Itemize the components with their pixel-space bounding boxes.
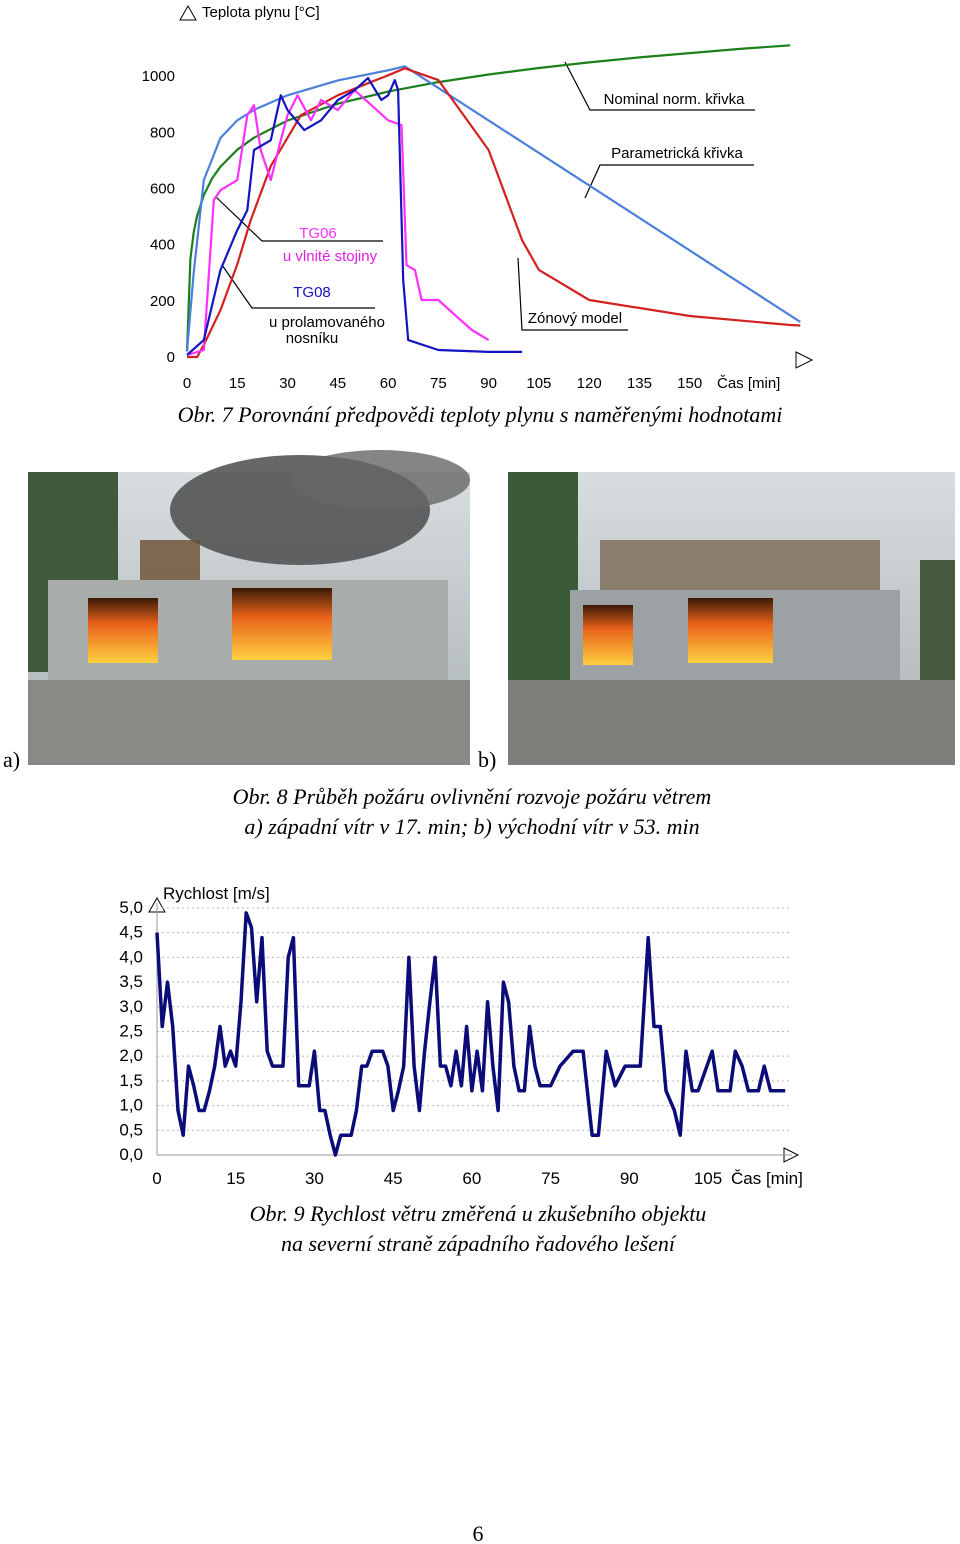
x-tick-label: 60 bbox=[462, 1169, 481, 1188]
y-tick-label: 4,5 bbox=[119, 923, 143, 942]
y-tick-label: 0 bbox=[167, 349, 175, 366]
x-tick-label: 15 bbox=[229, 375, 246, 392]
data-line bbox=[186, 89, 490, 357]
figure-caption: Obr. 9 Rychlost větru změřená u zkušební… bbox=[250, 1201, 707, 1226]
annotation: u prolamovaného bbox=[269, 314, 385, 331]
series-label: Zónový model bbox=[528, 310, 622, 327]
y-tick-label: 0,5 bbox=[119, 1120, 143, 1139]
figure-caption: Obr. 8 Průběh požáru ovlivnění rozvoje p… bbox=[233, 784, 712, 809]
y-tick-label: 4,0 bbox=[119, 947, 143, 966]
x-tick-label: 30 bbox=[279, 375, 296, 392]
x-axis-label: Čas [min] bbox=[731, 1169, 803, 1188]
y-tick-label: 5,0 bbox=[119, 898, 143, 917]
annotation: nosníku bbox=[286, 330, 339, 347]
figure-caption: a) západní vítr v 17. min; b) východní v… bbox=[244, 814, 699, 839]
annotation: u vlnité stojiny bbox=[283, 248, 378, 265]
y-tick-label: 2,5 bbox=[119, 1021, 143, 1040]
x-tick-label: 120 bbox=[577, 375, 602, 392]
leader-line bbox=[517, 257, 628, 331]
x-tick-label: 30 bbox=[305, 1169, 324, 1188]
data-line bbox=[185, 65, 801, 352]
y-tick-label: 1,0 bbox=[119, 1096, 143, 1115]
x-tick-label: 90 bbox=[620, 1169, 639, 1188]
y-tick-label: 2,0 bbox=[119, 1046, 143, 1065]
x-axis-arrow bbox=[795, 351, 814, 369]
series-label: Parametrická křivka bbox=[611, 145, 743, 162]
y-axis-arrow bbox=[179, 4, 197, 21]
x-tick-label: 0 bbox=[183, 375, 191, 392]
x-tick-label: 15 bbox=[226, 1169, 245, 1188]
y-tick-label: 1,5 bbox=[119, 1071, 143, 1090]
photo-label: b) bbox=[478, 747, 496, 772]
photo-label: a) bbox=[3, 747, 20, 772]
data-line bbox=[187, 67, 801, 359]
y-tick-label: 0,0 bbox=[119, 1145, 143, 1164]
x-tick-label: 75 bbox=[430, 375, 447, 392]
x-tick-label: 105 bbox=[526, 375, 551, 392]
leader-line bbox=[584, 164, 754, 199]
series-label: Nominal norm. křivka bbox=[604, 91, 746, 108]
data-line bbox=[186, 77, 523, 356]
figure-caption: na severní straně západního řadového leš… bbox=[281, 1231, 677, 1256]
photo-b bbox=[508, 472, 955, 765]
x-tick-label: 105 bbox=[694, 1169, 722, 1188]
data-line bbox=[185, 44, 791, 352]
y-tick-label: 800 bbox=[150, 124, 175, 141]
y-tick-label: 3,5 bbox=[119, 972, 143, 991]
y-tick-label: 200 bbox=[150, 293, 175, 310]
page-number: 6 bbox=[473, 1521, 484, 1544]
y-tick-label: 400 bbox=[150, 237, 175, 254]
photo-a bbox=[28, 450, 470, 765]
y-tick-label: 1000 bbox=[142, 68, 175, 85]
leader-line bbox=[564, 61, 755, 111]
data-line bbox=[155, 911, 786, 1157]
figure-caption: Obr. 7 Porovnání předpovědi teploty plyn… bbox=[178, 402, 783, 427]
x-tick-label: 75 bbox=[541, 1169, 560, 1188]
x-tick-label: 0 bbox=[152, 1169, 161, 1188]
x-tick-label: 45 bbox=[329, 375, 346, 392]
x-tick-label: 150 bbox=[677, 375, 702, 392]
y-axis-label: Rychlost [m/s] bbox=[163, 884, 270, 903]
series-label: TG06 bbox=[299, 225, 337, 242]
y-tick-label: 600 bbox=[150, 181, 175, 198]
y-tick-label: 3,0 bbox=[119, 997, 143, 1016]
series-label: TG08 bbox=[293, 284, 331, 301]
x-tick-label: 135 bbox=[627, 375, 652, 392]
y-axis-label: Teplota plynu [°C] bbox=[202, 4, 320, 21]
x-tick-label: 60 bbox=[380, 375, 397, 392]
x-tick-label: 45 bbox=[384, 1169, 403, 1188]
leader-line bbox=[215, 196, 383, 242]
x-axis-label: Čas [min] bbox=[717, 375, 780, 392]
x-tick-label: 90 bbox=[480, 375, 497, 392]
